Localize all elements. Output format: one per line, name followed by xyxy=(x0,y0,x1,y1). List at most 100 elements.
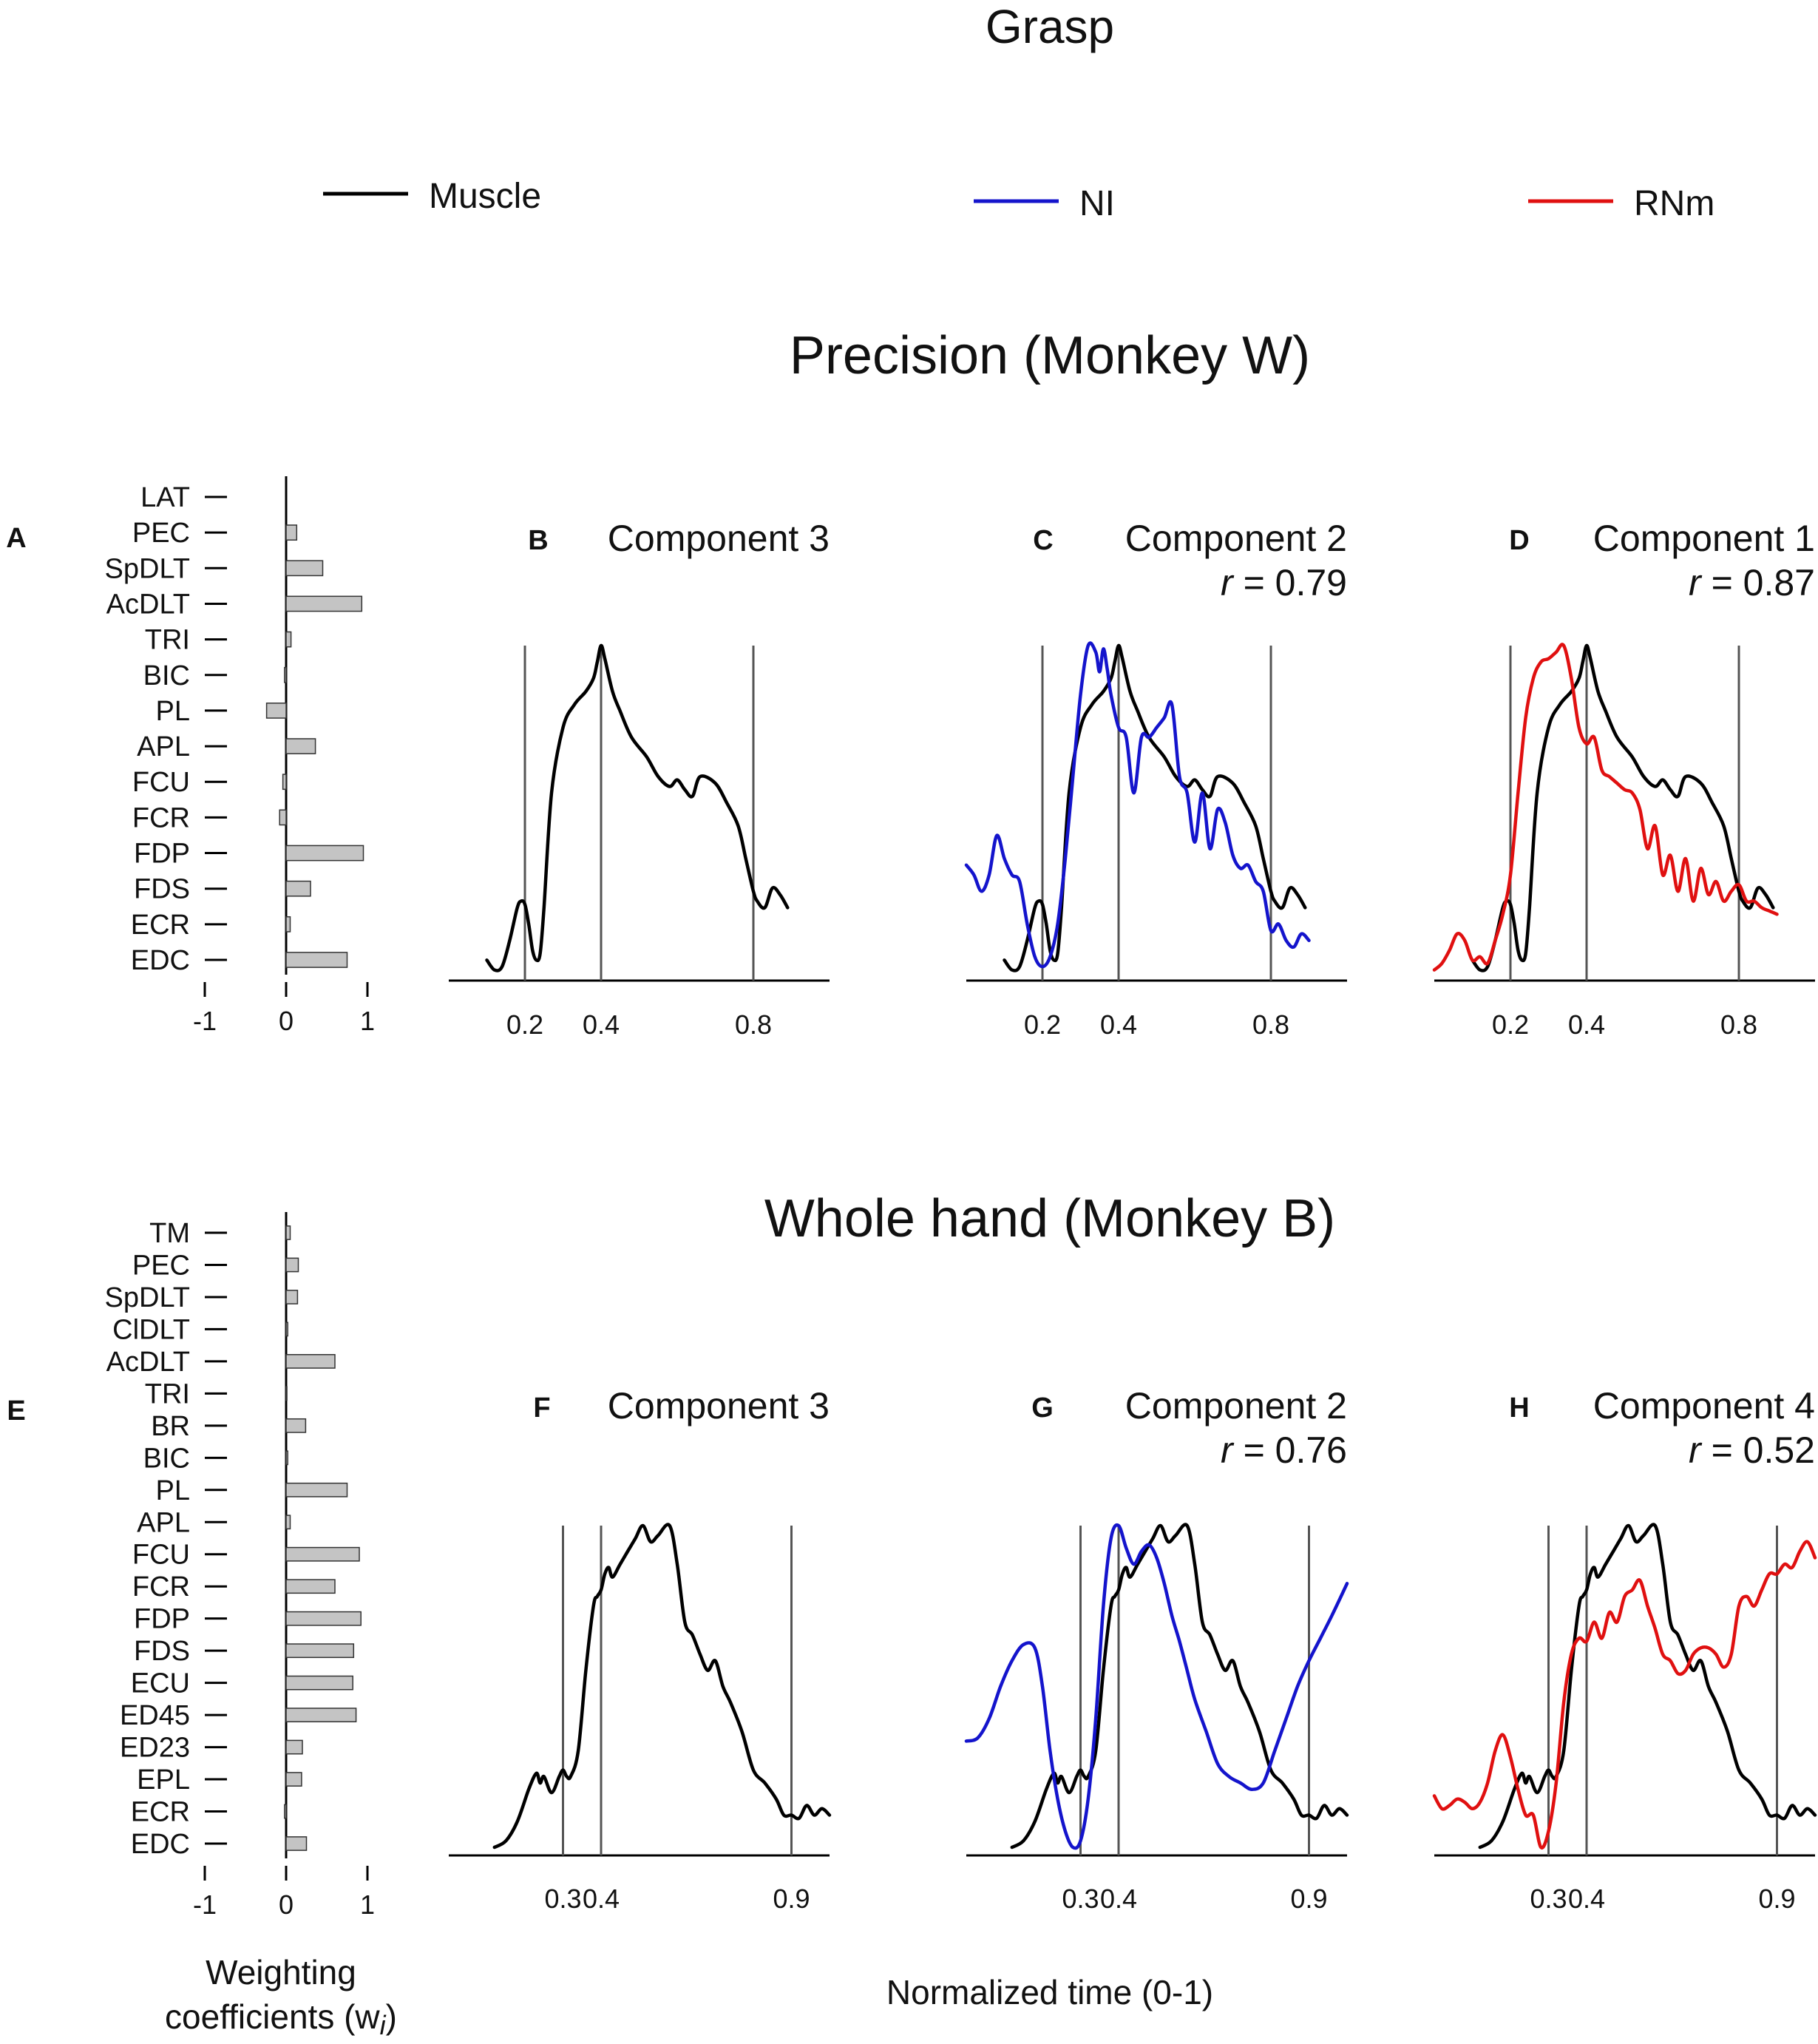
x-tick-label: 0.2 xyxy=(1024,1009,1061,1040)
category-label: AcDLT xyxy=(106,1347,190,1378)
panel-f: F Component 3 0.3 0.4 0.9 xyxy=(449,1385,832,1914)
x-tick-label: 0.9 xyxy=(1758,1884,1795,1914)
category-label: APL xyxy=(137,1507,190,1538)
category-label: TM xyxy=(149,1218,190,1249)
panel-h: H Component 4r = 0.52 0.3 0.4 0.9 xyxy=(1432,1385,1817,1914)
correlation-symbol: r xyxy=(1221,562,1235,603)
category-label: FDS xyxy=(134,1636,190,1667)
category-label: TRI xyxy=(145,625,190,656)
category-label: TRI xyxy=(145,1378,190,1410)
x-tick-label: 0.4 xyxy=(583,1884,620,1914)
x-tick-label: -1 xyxy=(193,1889,217,1920)
bar xyxy=(285,845,364,862)
category-label: ED45 xyxy=(120,1700,190,1731)
category-label: EDC xyxy=(131,1829,190,1860)
x-tick-label: 0.9 xyxy=(1290,1884,1327,1914)
bar xyxy=(285,1354,336,1369)
bar xyxy=(285,595,363,612)
bar xyxy=(285,560,324,577)
panel-title: Component 4 xyxy=(1593,1385,1815,1427)
panel-a: A LAT PEC SpDLT AcDLT TRI BIC PL APL FCU FCR FDP FDS… xyxy=(6,476,375,1036)
category-label: EPL xyxy=(137,1764,190,1796)
x-tick-label: 0.3 xyxy=(544,1884,581,1914)
category-label: PL xyxy=(156,696,190,727)
panel-letter-d: D xyxy=(1509,525,1529,556)
bar xyxy=(285,1418,307,1433)
bar xyxy=(285,631,292,648)
bar xyxy=(285,1643,355,1659)
panel-d: D Component 1r = 0.87 0.2 0.4 0.8 xyxy=(1432,518,1815,1040)
time-axis-title: Normalized time (0-1) xyxy=(886,1973,1213,2011)
x-tick-label: 0.8 xyxy=(1720,1009,1757,1040)
bar xyxy=(285,1546,360,1562)
category-label: FCR xyxy=(132,802,190,833)
bar xyxy=(285,952,348,968)
panel-g: G Component 2r = 0.76 0.3 0.4 0.9 xyxy=(964,1385,1349,1914)
x-tick-label: 0 xyxy=(279,1006,294,1036)
x-tick-label: 0.4 xyxy=(1568,1884,1605,1914)
category-label: ECR xyxy=(131,910,190,941)
category-label: FCU xyxy=(132,1540,190,1571)
correlation-symbol: r xyxy=(1689,1429,1703,1471)
category-label: ECR xyxy=(131,1797,190,1828)
series-line-rnm xyxy=(1432,643,1779,972)
category-label: FCU xyxy=(132,767,190,798)
bar xyxy=(279,809,287,826)
x-tick-label: 0.4 xyxy=(583,1009,620,1040)
x-tick-label: 0.4 xyxy=(1100,1884,1137,1914)
bar xyxy=(285,1450,288,1466)
correlation-equals: = xyxy=(1233,1429,1275,1471)
x-tick-label: 0.3 xyxy=(1530,1884,1567,1914)
bar xyxy=(285,1675,353,1691)
panel-letter-e: E xyxy=(7,1395,25,1427)
category-label: ED23 xyxy=(120,1733,190,1764)
category-label: ClDLT xyxy=(112,1314,190,1345)
panel-b: B Component 3 0.2 0.4 0.8 xyxy=(449,518,830,1040)
x-tick-label: 0.9 xyxy=(773,1884,810,1914)
bar xyxy=(285,1836,308,1851)
panel-e: E TMPECSpDLTClDLTAcDLTTRIBRBICPLAPLFCUFCR… xyxy=(7,1212,375,1920)
panel-title: Component 2 xyxy=(1125,1385,1347,1427)
legend-label-muscle: Muscle xyxy=(429,177,541,216)
bar xyxy=(285,1579,336,1594)
correlation-equals: = xyxy=(1701,562,1743,603)
correlation-equals: = xyxy=(1233,562,1275,603)
bar xyxy=(285,1739,303,1755)
category-label: APL xyxy=(137,731,190,762)
bar xyxy=(285,1257,299,1273)
correlation-label: r = 0.87 xyxy=(1689,562,1815,603)
x-tick-label: 0.8 xyxy=(735,1009,772,1040)
series-line-muscle xyxy=(1010,1523,1349,1850)
category-label: ECU xyxy=(131,1668,190,1699)
panel-title: Component 3 xyxy=(608,1385,830,1427)
panel-title: Component 1 xyxy=(1593,518,1815,559)
panel-title: Component 3 xyxy=(608,518,830,559)
bar xyxy=(282,774,287,791)
series-line-muscle xyxy=(1478,1523,1817,1850)
series-line-muscle xyxy=(1003,643,1307,972)
panel-title: Component 2 xyxy=(1125,518,1347,559)
x-tick-label: 1 xyxy=(360,1006,375,1036)
x-tick-label: 0.8 xyxy=(1252,1009,1289,1040)
panel-letter-c: C xyxy=(1033,525,1053,556)
bar xyxy=(285,1290,299,1304)
bar xyxy=(285,738,316,754)
correlation-value: 0.52 xyxy=(1743,1429,1815,1471)
bar xyxy=(285,1386,288,1401)
category-label: SpDLT xyxy=(105,1282,190,1313)
bar xyxy=(285,916,291,933)
weights-axis-title-line1: Weighting xyxy=(206,1953,356,1991)
category-label: BIC xyxy=(143,660,190,691)
series-line-muscle xyxy=(1471,643,1775,972)
legend: Muscle NI RNm xyxy=(323,177,1714,223)
section-title-whole-hand: Whole hand (Monkey B) xyxy=(764,1189,1335,1248)
category-label: BR xyxy=(151,1411,190,1442)
x-tick-label: 0.4 xyxy=(1100,1009,1137,1040)
category-label: FCR xyxy=(132,1571,190,1603)
series-line-muscle xyxy=(485,643,790,972)
bar xyxy=(285,1515,291,1530)
weights-axis-title-line2: coefficients (wi) xyxy=(165,1997,397,2040)
panel-letter-g: G xyxy=(1031,1392,1054,1424)
category-label: PEC xyxy=(132,518,190,549)
